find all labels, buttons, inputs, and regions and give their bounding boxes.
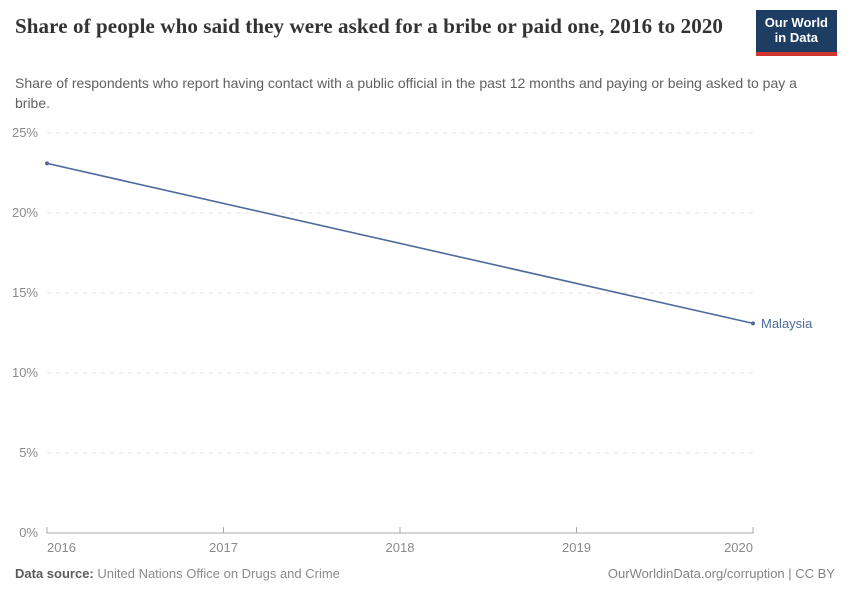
svg-text:2019: 2019 [562,540,591,555]
svg-text:25%: 25% [12,125,38,140]
svg-text:10%: 10% [12,365,38,380]
svg-text:2017: 2017 [209,540,238,555]
chart-footer: Data source: United Nations Office on Dr… [15,566,835,581]
data-line-malaysia[interactable] [45,161,755,326]
chart-title: Share of people who said they were asked… [15,14,724,38]
owid-logo-line2: in Data [774,29,819,45]
svg-text:20%: 20% [12,205,38,220]
x-axis [46,527,754,534]
gridlines [47,132,753,454]
data-source-value: United Nations Office on Drugs and Crime [97,566,340,581]
data-source-label: Data source: [15,566,94,581]
y-axis-labels: 0% 5% 10% 15% 20% 25% [12,125,38,540]
series-label-malaysia[interactable]: Malaysia [761,316,813,331]
svg-text:15%: 15% [12,285,38,300]
data-source: Data source: United Nations Office on Dr… [15,566,340,581]
svg-text:2016: 2016 [47,540,76,555]
chart-subtitle: Share of respondents who report having c… [15,75,797,112]
svg-text:2018: 2018 [386,540,415,555]
x-axis-labels: 2016 2017 2018 2019 2020 [47,540,753,555]
svg-text:2020: 2020 [724,540,753,555]
svg-text:5%: 5% [19,445,38,460]
owid-logo[interactable]: Our World in Data [755,10,837,56]
svg-text:0%: 0% [19,525,38,540]
credit-link[interactable]: OurWorldinData.org/corruption | CC BY [607,566,835,581]
owid-logo-line1: Our World [764,15,828,30]
